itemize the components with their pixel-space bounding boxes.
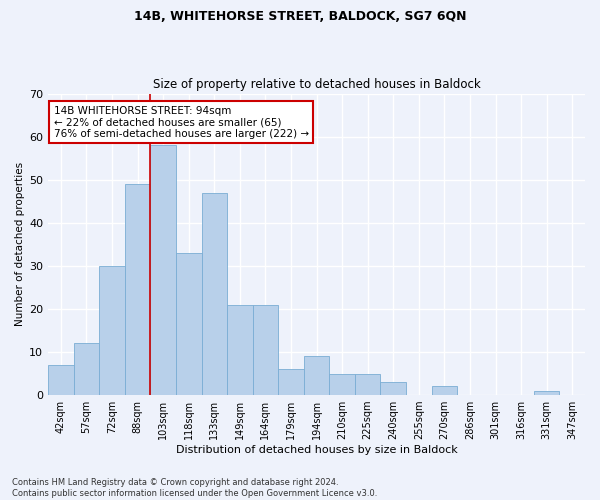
Bar bbox=[48, 365, 74, 395]
X-axis label: Distribution of detached houses by size in Baldock: Distribution of detached houses by size … bbox=[176, 445, 457, 455]
Bar bbox=[278, 369, 304, 395]
Bar bbox=[202, 192, 227, 395]
Bar bbox=[99, 266, 125, 395]
Bar bbox=[151, 145, 176, 395]
Text: 14B, WHITEHORSE STREET, BALDOCK, SG7 6QN: 14B, WHITEHORSE STREET, BALDOCK, SG7 6QN bbox=[134, 10, 466, 23]
Bar bbox=[74, 344, 99, 395]
Y-axis label: Number of detached properties: Number of detached properties bbox=[15, 162, 25, 326]
Bar bbox=[125, 184, 151, 395]
Bar bbox=[329, 374, 355, 395]
Bar bbox=[253, 304, 278, 395]
Title: Size of property relative to detached houses in Baldock: Size of property relative to detached ho… bbox=[153, 78, 481, 91]
Bar bbox=[355, 374, 380, 395]
Bar bbox=[176, 253, 202, 395]
Bar bbox=[227, 304, 253, 395]
Bar bbox=[304, 356, 329, 395]
Bar bbox=[534, 391, 559, 395]
Bar bbox=[380, 382, 406, 395]
Text: 14B WHITEHORSE STREET: 94sqm
← 22% of detached houses are smaller (65)
76% of se: 14B WHITEHORSE STREET: 94sqm ← 22% of de… bbox=[53, 106, 308, 139]
Text: Contains HM Land Registry data © Crown copyright and database right 2024.
Contai: Contains HM Land Registry data © Crown c… bbox=[12, 478, 377, 498]
Bar bbox=[431, 386, 457, 395]
